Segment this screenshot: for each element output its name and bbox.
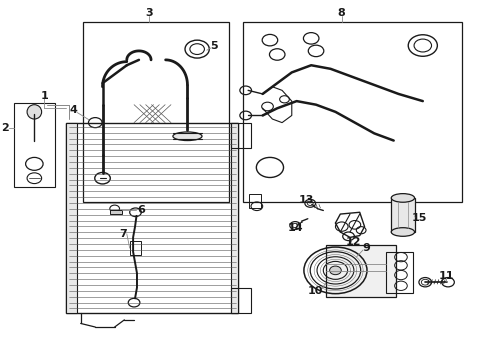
- Ellipse shape: [390, 194, 414, 202]
- Bar: [110, 210, 122, 214]
- Bar: [231, 288, 250, 313]
- Bar: [325, 244, 395, 297]
- Text: 2: 2: [1, 123, 9, 133]
- Bar: [14, 103, 55, 187]
- Ellipse shape: [173, 132, 202, 140]
- Bar: [386, 252, 412, 293]
- Text: 15: 15: [411, 213, 426, 222]
- Text: 12: 12: [346, 237, 361, 247]
- Bar: [66, 123, 238, 313]
- Text: 7: 7: [119, 229, 127, 239]
- Ellipse shape: [390, 228, 414, 236]
- Text: 10: 10: [307, 286, 322, 296]
- Text: 5: 5: [210, 41, 218, 50]
- Bar: [243, 22, 461, 202]
- Text: 1: 1: [41, 91, 48, 101]
- Bar: [83, 22, 228, 202]
- Ellipse shape: [27, 105, 41, 119]
- Bar: [231, 123, 238, 313]
- Bar: [231, 123, 250, 148]
- Text: 8: 8: [337, 8, 345, 18]
- Text: 3: 3: [144, 8, 152, 18]
- Bar: [129, 241, 141, 255]
- Bar: [390, 198, 414, 232]
- Text: 14: 14: [287, 223, 303, 233]
- Text: 13: 13: [299, 195, 314, 205]
- Bar: [248, 194, 261, 208]
- Circle shape: [329, 266, 341, 275]
- Text: 4: 4: [69, 105, 77, 115]
- Text: 11: 11: [437, 271, 453, 281]
- Bar: [66, 123, 77, 313]
- Text: 6: 6: [137, 206, 145, 216]
- Text: 9: 9: [361, 243, 369, 253]
